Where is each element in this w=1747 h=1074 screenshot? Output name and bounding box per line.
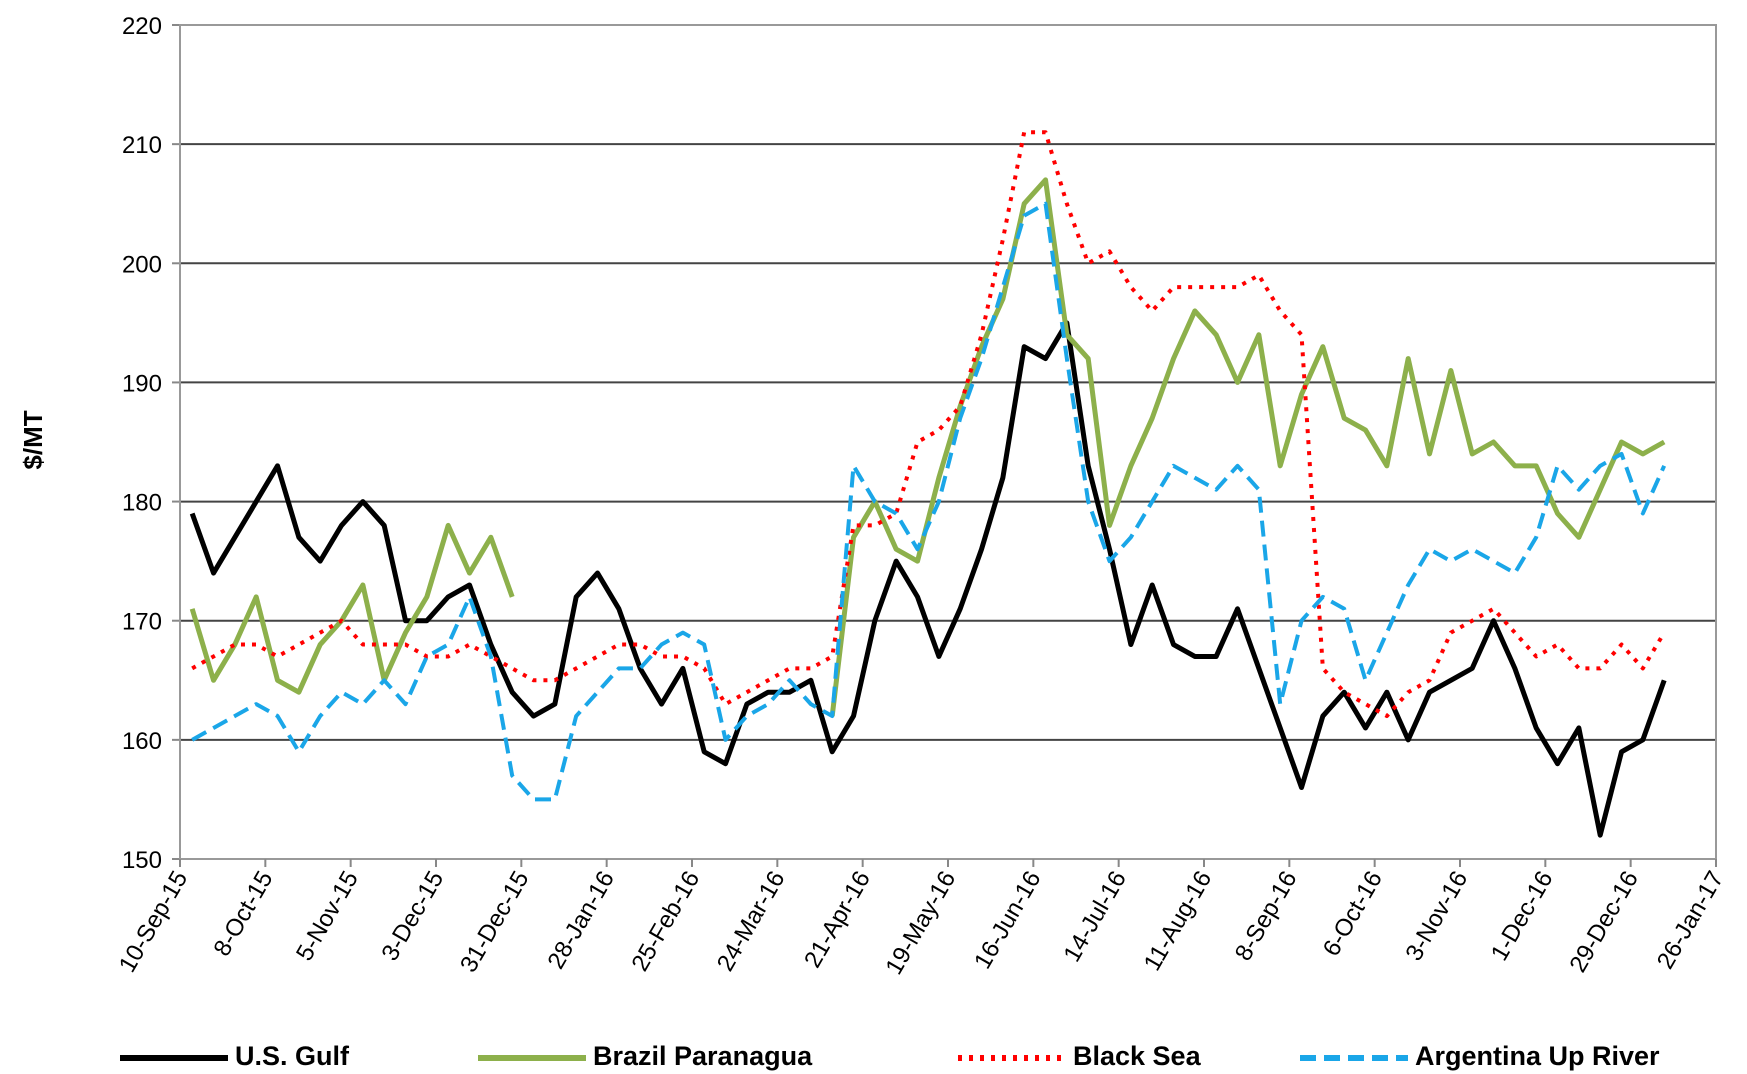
x-tick-label: 1-Dec-16 (1486, 867, 1559, 966)
x-tick-label: 24-Mar-16 (712, 867, 791, 976)
x-tick-label: 31-Dec-15 (455, 867, 534, 978)
series-line (191, 130, 1666, 719)
x-tick-label: 8-Oct-15 (208, 867, 278, 961)
y-tick-label: 210 (122, 132, 162, 159)
legend-label: Argentina Up River (1415, 1041, 1660, 1071)
y-tick-label: 220 (122, 13, 162, 40)
x-tick-label: 8-Sep-16 (1230, 867, 1303, 966)
series-line (189, 522, 515, 695)
y-axis-label: $/MT (18, 410, 48, 469)
legend-label: Brazil Paranagua (593, 1041, 813, 1071)
x-tick-label: 11-Aug-16 (1139, 867, 1218, 976)
x-tick-label: 25-Feb-16 (626, 867, 705, 976)
x-tick-label: 21-Apr-16 (799, 867, 876, 973)
legend-label: U.S. Gulf (235, 1041, 350, 1071)
x-tick-label: 5-Nov-15 (291, 867, 364, 966)
y-tick-label: 170 (122, 609, 162, 636)
x-tick-label: 14-Jul-16 (1058, 867, 1131, 967)
x-tick-label: 6-Oct-16 (1318, 867, 1388, 961)
y-tick-label: 180 (122, 490, 162, 517)
y-tick-label: 150 (122, 847, 162, 874)
x-tick-label: 3-Dec-15 (376, 867, 449, 966)
x-tick-label: 16-Jun-16 (969, 867, 1046, 974)
y-tick-label: 160 (122, 728, 162, 755)
legend-label: Black Sea (1073, 1041, 1202, 1071)
x-tick-label: 3-Nov-16 (1400, 867, 1473, 966)
series-line (191, 201, 1667, 802)
x-tick-label: 28-Jan-16 (542, 867, 619, 974)
x-tick-label: 10-Sep-15 (114, 867, 193, 978)
x-tick-label: 29-Dec-16 (1564, 867, 1643, 978)
y-tick-label: 200 (122, 251, 162, 278)
x-tick-label: 26-Jan-17 (1652, 867, 1729, 974)
series-line (829, 177, 1666, 717)
x-tick-label: 19-May-16 (880, 867, 961, 980)
y-tick-label: 190 (122, 370, 162, 397)
series-line (189, 320, 1667, 838)
